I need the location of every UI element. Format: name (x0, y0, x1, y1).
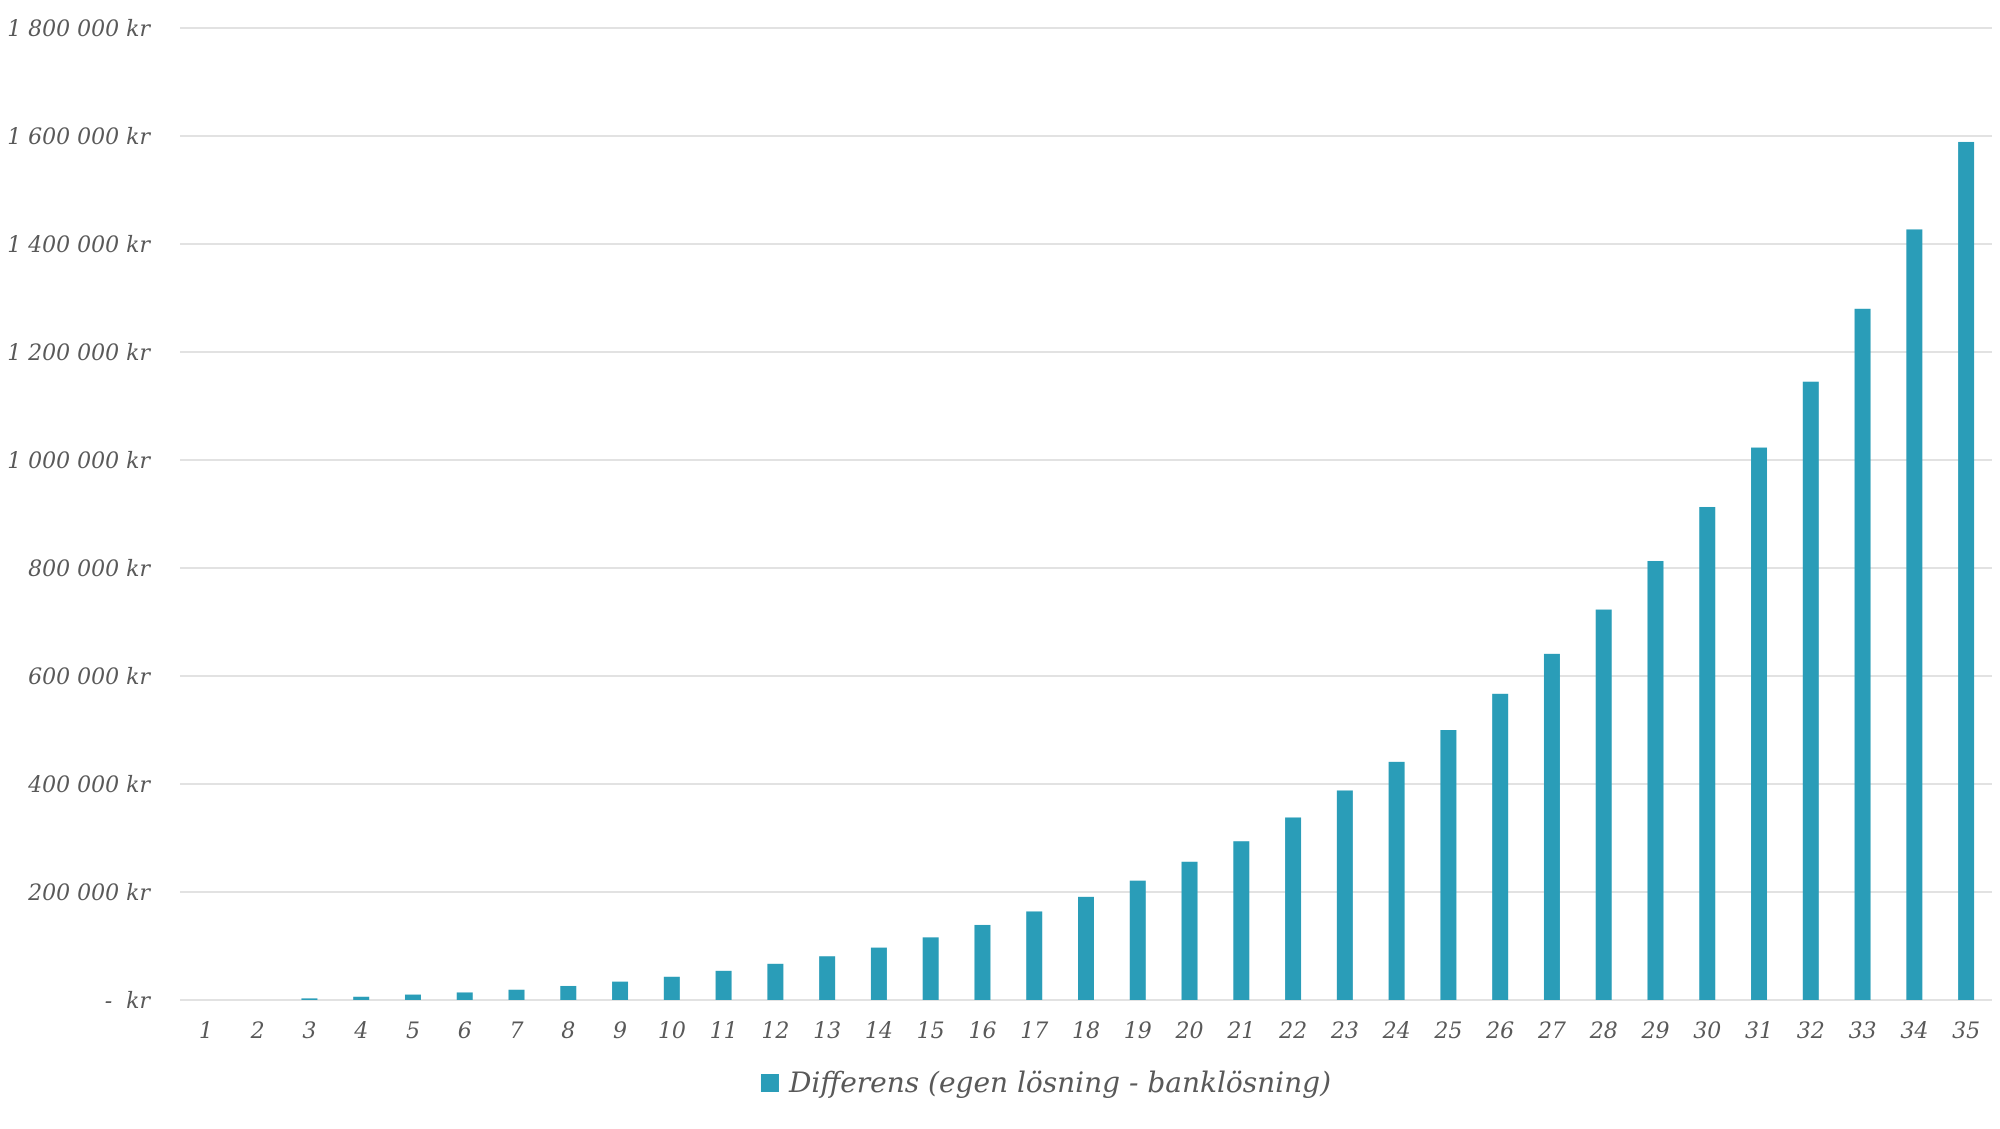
x-tick-label: 32 (1797, 1019, 1825, 1044)
x-tick-label: 30 (1693, 1019, 1721, 1044)
x-tick-label: 25 (1433, 1019, 1462, 1044)
x-tick-label: 17 (1020, 1019, 1048, 1044)
bar (1336, 790, 1353, 1000)
x-tick-label: 3 (302, 1019, 316, 1044)
y-tick-label: 1 600 000 kr (7, 125, 151, 150)
x-tick-label: 14 (865, 1019, 893, 1044)
x-tick-label: 13 (813, 1019, 841, 1044)
bars (301, 141, 1975, 1001)
x-axis-ticks: 1 2 3 4 5 6 7 8 9 10 11 12 13 14 15 16 17 18 19 20 21 22 23 24 2… (199, 1019, 1980, 1044)
legend-swatch (760, 1074, 779, 1092)
x-tick-label: 24 (1382, 1019, 1411, 1044)
bar (404, 994, 421, 1000)
x-tick-label: 4 (353, 1019, 368, 1044)
y-axis-ticks: - kr 200 000 kr 400 000 kr 600 000 kr 800 00… (7, 17, 151, 1014)
x-tick-label: 18 (1072, 1019, 1100, 1044)
x-tick-label: 21 (1226, 1019, 1255, 1044)
bar (353, 996, 370, 1000)
x-tick-label: 22 (1278, 1019, 1307, 1044)
bar (1233, 841, 1250, 1000)
x-tick-label: 28 (1589, 1019, 1618, 1044)
bar (1906, 229, 1923, 1001)
y-tick-label: 600 000 kr (28, 665, 151, 690)
bar (1026, 911, 1043, 1000)
x-tick-label: 11 (710, 1019, 738, 1044)
bar (870, 947, 887, 1000)
x-tick-label: 8 (561, 1019, 575, 1044)
x-tick-label: 16 (968, 1019, 996, 1044)
bar (612, 981, 629, 1000)
x-tick-label: 33 (1849, 1019, 1877, 1044)
bar (1958, 141, 1975, 1000)
bar (819, 956, 836, 1000)
bar (1751, 447, 1768, 1001)
bar (1388, 761, 1405, 1000)
legend-label: Differens (egen lösning - banklösning) (788, 1066, 1331, 1099)
bar (456, 992, 473, 1000)
x-tick-label: 20 (1175, 1019, 1204, 1044)
bar (1492, 693, 1509, 1000)
y-tick-label: 400 000 kr (27, 773, 151, 798)
bar (1078, 896, 1094, 1000)
x-tick-label: 6 (458, 1019, 472, 1044)
bar (767, 963, 784, 1000)
bar (1543, 653, 1560, 1000)
x-tick-label: 19 (1124, 1019, 1152, 1044)
bar (1802, 381, 1819, 1000)
x-tick-label: 35 (1952, 1019, 1980, 1044)
x-tick-label: 34 (1900, 1019, 1928, 1044)
x-tick-label: 12 (761, 1019, 789, 1044)
bar (974, 924, 991, 1000)
x-tick-label: 26 (1485, 1019, 1514, 1044)
y-tick-label: 1 200 000 kr (7, 341, 151, 366)
x-tick-label: 23 (1330, 1019, 1359, 1044)
y-tick-label: 1 000 000 kr (7, 449, 151, 474)
bar (715, 970, 732, 1000)
y-tick-label: 1 800 000 kr (7, 17, 151, 42)
x-tick-label: 15 (917, 1019, 945, 1044)
x-tick-label: 10 (658, 1019, 686, 1044)
x-tick-label: 29 (1640, 1019, 1669, 1044)
bar (922, 937, 939, 1000)
y-tick-label: 800 000 kr (28, 557, 151, 582)
x-tick-label: 2 (250, 1019, 265, 1044)
bar (1285, 817, 1302, 1000)
bar (508, 989, 525, 1000)
gridlines (180, 27, 1992, 1001)
x-tick-label: 1 (199, 1019, 213, 1044)
bar (1854, 308, 1871, 1000)
bar (1699, 506, 1716, 1000)
x-tick-label: 27 (1537, 1019, 1566, 1044)
y-tick-label: - kr (105, 989, 152, 1014)
bar (1181, 861, 1198, 1000)
bar (663, 976, 680, 1000)
legend: Differens (egen lösning - banklösning) (760, 1066, 1331, 1099)
x-tick-label: 7 (510, 1019, 524, 1044)
bar (1440, 730, 1457, 1000)
bar (1595, 609, 1612, 1000)
x-tick-label: 9 (613, 1019, 627, 1044)
bar (301, 998, 318, 1000)
x-tick-label: 5 (406, 1019, 420, 1044)
y-tick-label: 1 400 000 kr (7, 233, 151, 258)
bar (560, 985, 577, 1000)
y-tick-label: 200 000 kr (27, 881, 151, 906)
x-tick-label: 31 (1745, 1019, 1773, 1044)
bar (1647, 560, 1664, 1000)
bar (1129, 880, 1146, 1000)
